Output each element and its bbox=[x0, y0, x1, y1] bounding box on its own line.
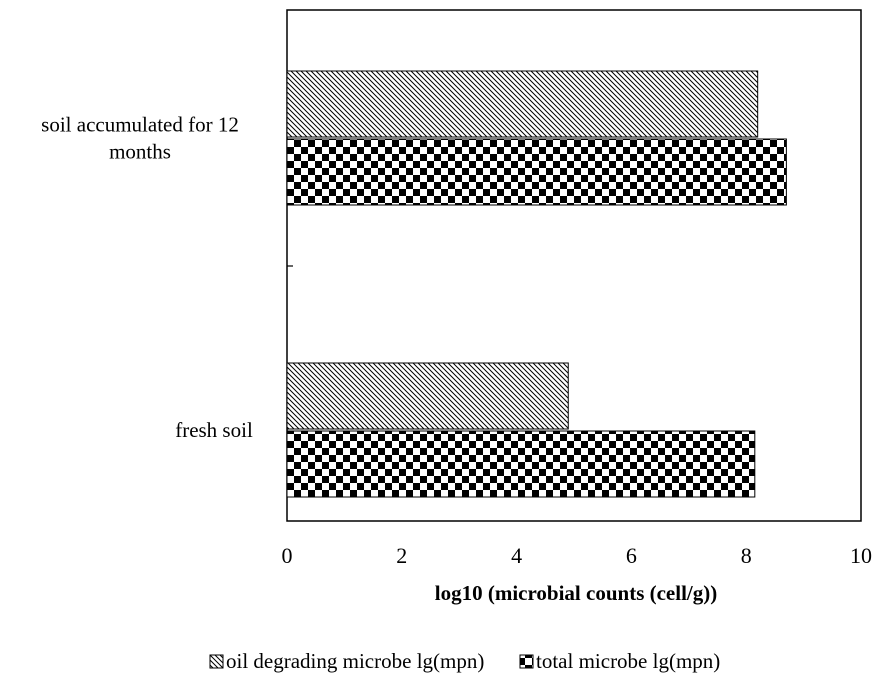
legend-swatch-oil-degrading bbox=[209, 654, 224, 669]
y-category-label: soil accumulated for 12 months bbox=[41, 113, 239, 164]
bar-total-microbe-fresh-soil bbox=[286, 430, 756, 498]
legend: oil degrading microbe lg(mpn) total micr… bbox=[209, 649, 720, 673]
bars-group bbox=[286, 70, 787, 498]
x-tick-label: 10 bbox=[850, 543, 872, 568]
bar-oil-degrading-fresh-soil bbox=[286, 362, 569, 430]
x-tick-label: 2 bbox=[396, 543, 407, 568]
bar-total-microbe-accumulated-12-months bbox=[286, 138, 787, 206]
x-axis-title: log10 (microbial counts (cell/g)) bbox=[435, 581, 718, 605]
x-tick-label: 6 bbox=[626, 543, 637, 568]
y-category-label-line: months bbox=[109, 140, 171, 164]
category-labels: fresh soil soil accumulated for 12 months bbox=[41, 113, 253, 443]
x-tick-label: 0 bbox=[282, 543, 293, 568]
y-category-label: fresh soil bbox=[175, 418, 253, 442]
x-axis-ticks: 0 2 4 6 8 10 bbox=[282, 543, 873, 568]
x-tick-label: 8 bbox=[741, 543, 752, 568]
y-category-label-line: soil accumulated for 12 bbox=[41, 113, 239, 137]
legend-label-total-microbe: total microbe lg(mpn) bbox=[536, 649, 720, 673]
bar-oil-degrading-accumulated-12-months bbox=[286, 70, 759, 138]
legend-swatch-total-microbe bbox=[519, 654, 534, 669]
legend-label-oil-degrading: oil degrading microbe lg(mpn) bbox=[226, 649, 484, 673]
x-tick-label: 4 bbox=[511, 543, 522, 568]
y-category-label-line: fresh soil bbox=[175, 418, 253, 442]
